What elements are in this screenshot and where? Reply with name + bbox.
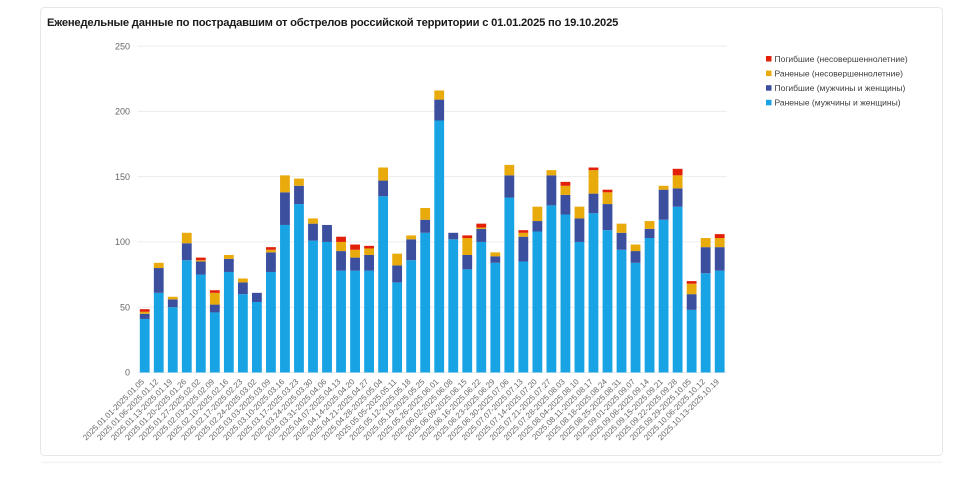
svg-text:50: 50 bbox=[120, 302, 130, 312]
svg-text:Раненые (мужчины и женщины): Раненые (мужчины и женщины) bbox=[775, 98, 901, 108]
svg-text:200: 200 bbox=[115, 107, 130, 117]
svg-text:Еженедельные данные по пострад: Еженедельные данные по пострадавшим от о… bbox=[47, 17, 618, 29]
svg-text:Погибшие (мужчины и женщины): Погибшие (мужчины и женщины) bbox=[775, 83, 906, 93]
svg-text:250: 250 bbox=[115, 41, 130, 51]
svg-text:0: 0 bbox=[125, 368, 130, 378]
svg-text:150: 150 bbox=[115, 172, 130, 182]
svg-text:Раненые (несовершеннолетние): Раненые (несовершеннолетние) bbox=[775, 68, 904, 78]
svg-text:100: 100 bbox=[115, 237, 130, 247]
svg-text:Погибшие (несовершеннолетние): Погибшие (несовершеннолетние) bbox=[775, 54, 908, 64]
